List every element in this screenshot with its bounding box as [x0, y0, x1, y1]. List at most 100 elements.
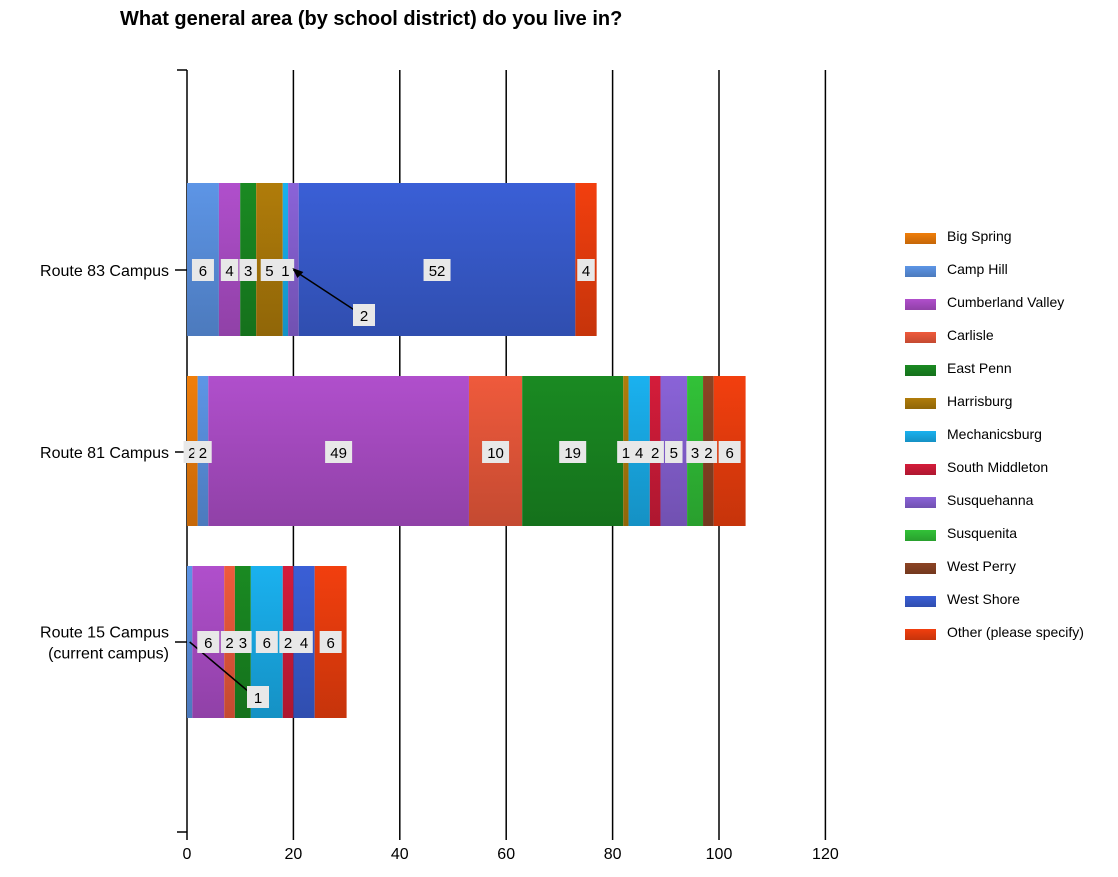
legend-item: West Perry — [905, 558, 1084, 591]
data-label-box — [353, 304, 375, 326]
data-label: 6 — [199, 263, 207, 280]
legend-swatch — [905, 596, 936, 607]
data-label-box — [319, 631, 342, 653]
data-label: 1 — [622, 445, 630, 462]
data-label-box — [295, 631, 313, 653]
legend-swatch — [905, 563, 936, 574]
legend-swatch — [905, 497, 936, 508]
legend-swatch — [905, 431, 936, 442]
legend-item: Cumberland Valley — [905, 294, 1084, 327]
legend-swatch — [905, 266, 936, 277]
data-label: 49 — [330, 445, 347, 462]
x-tick-label: 60 — [497, 846, 515, 863]
data-label-box — [247, 686, 269, 708]
leader-arrow — [292, 268, 304, 278]
legend-item: Other (please specify) — [905, 624, 1084, 657]
x-tick-label: 0 — [183, 846, 192, 863]
legend-label: South Middleton — [947, 459, 1049, 475]
data-label-box — [194, 441, 212, 463]
legend-label: Cumberland Valley — [947, 294, 1065, 310]
legend-label: West Perry — [947, 558, 1016, 574]
legend-item: East Penn — [905, 360, 1084, 393]
data-label: 4 — [225, 263, 233, 280]
data-label: 5 — [265, 263, 273, 280]
legend-item: Susquehanna — [905, 492, 1084, 525]
data-label-box — [191, 259, 214, 281]
data-label: 3 — [244, 263, 252, 280]
data-label-box — [239, 259, 257, 281]
data-label-box — [577, 259, 595, 281]
legend-item: Carlisle — [905, 327, 1084, 360]
data-label: 6 — [263, 635, 271, 652]
data-label-box — [279, 631, 297, 653]
legend-swatch — [905, 629, 936, 640]
legend-label: Harrisburg — [947, 393, 1013, 409]
data-label-box — [646, 441, 664, 463]
legend-swatch — [905, 530, 936, 541]
data-label: 2 — [188, 445, 196, 462]
chart-title: What general area (by school district) d… — [120, 8, 623, 30]
legend-swatch — [905, 464, 936, 475]
data-label-box — [699, 441, 718, 463]
data-label: 2 — [651, 445, 659, 462]
legend-label: Other (please specify) — [947, 624, 1084, 640]
data-label: 2 — [199, 445, 207, 462]
data-label: 2 — [225, 635, 233, 652]
data-label: 4 — [582, 263, 590, 280]
legend-item: Big Spring — [905, 228, 1084, 261]
category-label: Route 81 Campus — [40, 445, 169, 462]
x-tick-label: 20 — [285, 846, 303, 863]
data-label: 6 — [204, 635, 212, 652]
data-label-box — [617, 441, 635, 463]
x-tick-label: 40 — [391, 846, 409, 863]
legend-label: Susquehanna — [947, 492, 1034, 508]
legend-item: Mechanicsburg — [905, 426, 1084, 459]
legend-label: East Penn — [947, 360, 1012, 376]
legend-label: Camp Hill — [947, 261, 1008, 277]
x-tick-label: 100 — [706, 846, 733, 863]
data-label: 3 — [239, 635, 247, 652]
data-label: 10 — [487, 445, 504, 462]
legend-swatch — [905, 299, 936, 310]
legend-swatch — [905, 233, 936, 244]
data-label: 6 — [326, 635, 334, 652]
x-tick-label: 120 — [812, 846, 839, 863]
data-label: 52 — [429, 263, 446, 280]
data-label-box — [255, 631, 278, 653]
legend-item: Camp Hill — [905, 261, 1084, 294]
data-label-box — [423, 259, 451, 281]
category-label: (current campus) — [48, 646, 169, 663]
data-label: 2 — [704, 445, 712, 462]
legend-label: Susquenita — [947, 525, 1018, 541]
data-label-box — [665, 441, 683, 463]
data-label-box — [559, 441, 587, 463]
data-label: 5 — [670, 445, 678, 462]
legend-item: West Shore — [905, 591, 1084, 624]
data-label-box — [482, 441, 510, 463]
legend-label: Mechanicsburg — [947, 426, 1042, 442]
data-label: 19 — [564, 445, 581, 462]
legend-label: Big Spring — [947, 228, 1012, 244]
data-label-box — [276, 259, 295, 281]
data-label-box — [630, 441, 648, 463]
legend-item: Harrisburg — [905, 393, 1084, 426]
data-label: 4 — [635, 445, 643, 462]
x-tick-label: 80 — [604, 846, 622, 863]
data-label: 6 — [725, 445, 733, 462]
category-label: Route 83 Campus — [40, 263, 169, 280]
legend-swatch — [905, 398, 936, 409]
data-label-box — [234, 631, 252, 653]
legend-label: Carlisle — [947, 327, 994, 343]
leader-line — [292, 269, 363, 316]
data-label-box — [220, 631, 239, 653]
data-label: 2 — [360, 308, 368, 325]
data-label: 4 — [300, 635, 308, 652]
data-label: 3 — [691, 445, 699, 462]
data-label-box — [260, 259, 279, 281]
data-label-box — [220, 259, 239, 281]
legend-item: Susquenita — [905, 525, 1084, 558]
data-label-box — [325, 441, 353, 463]
data-label: 2 — [284, 635, 292, 652]
data-label: 1 — [281, 263, 289, 280]
